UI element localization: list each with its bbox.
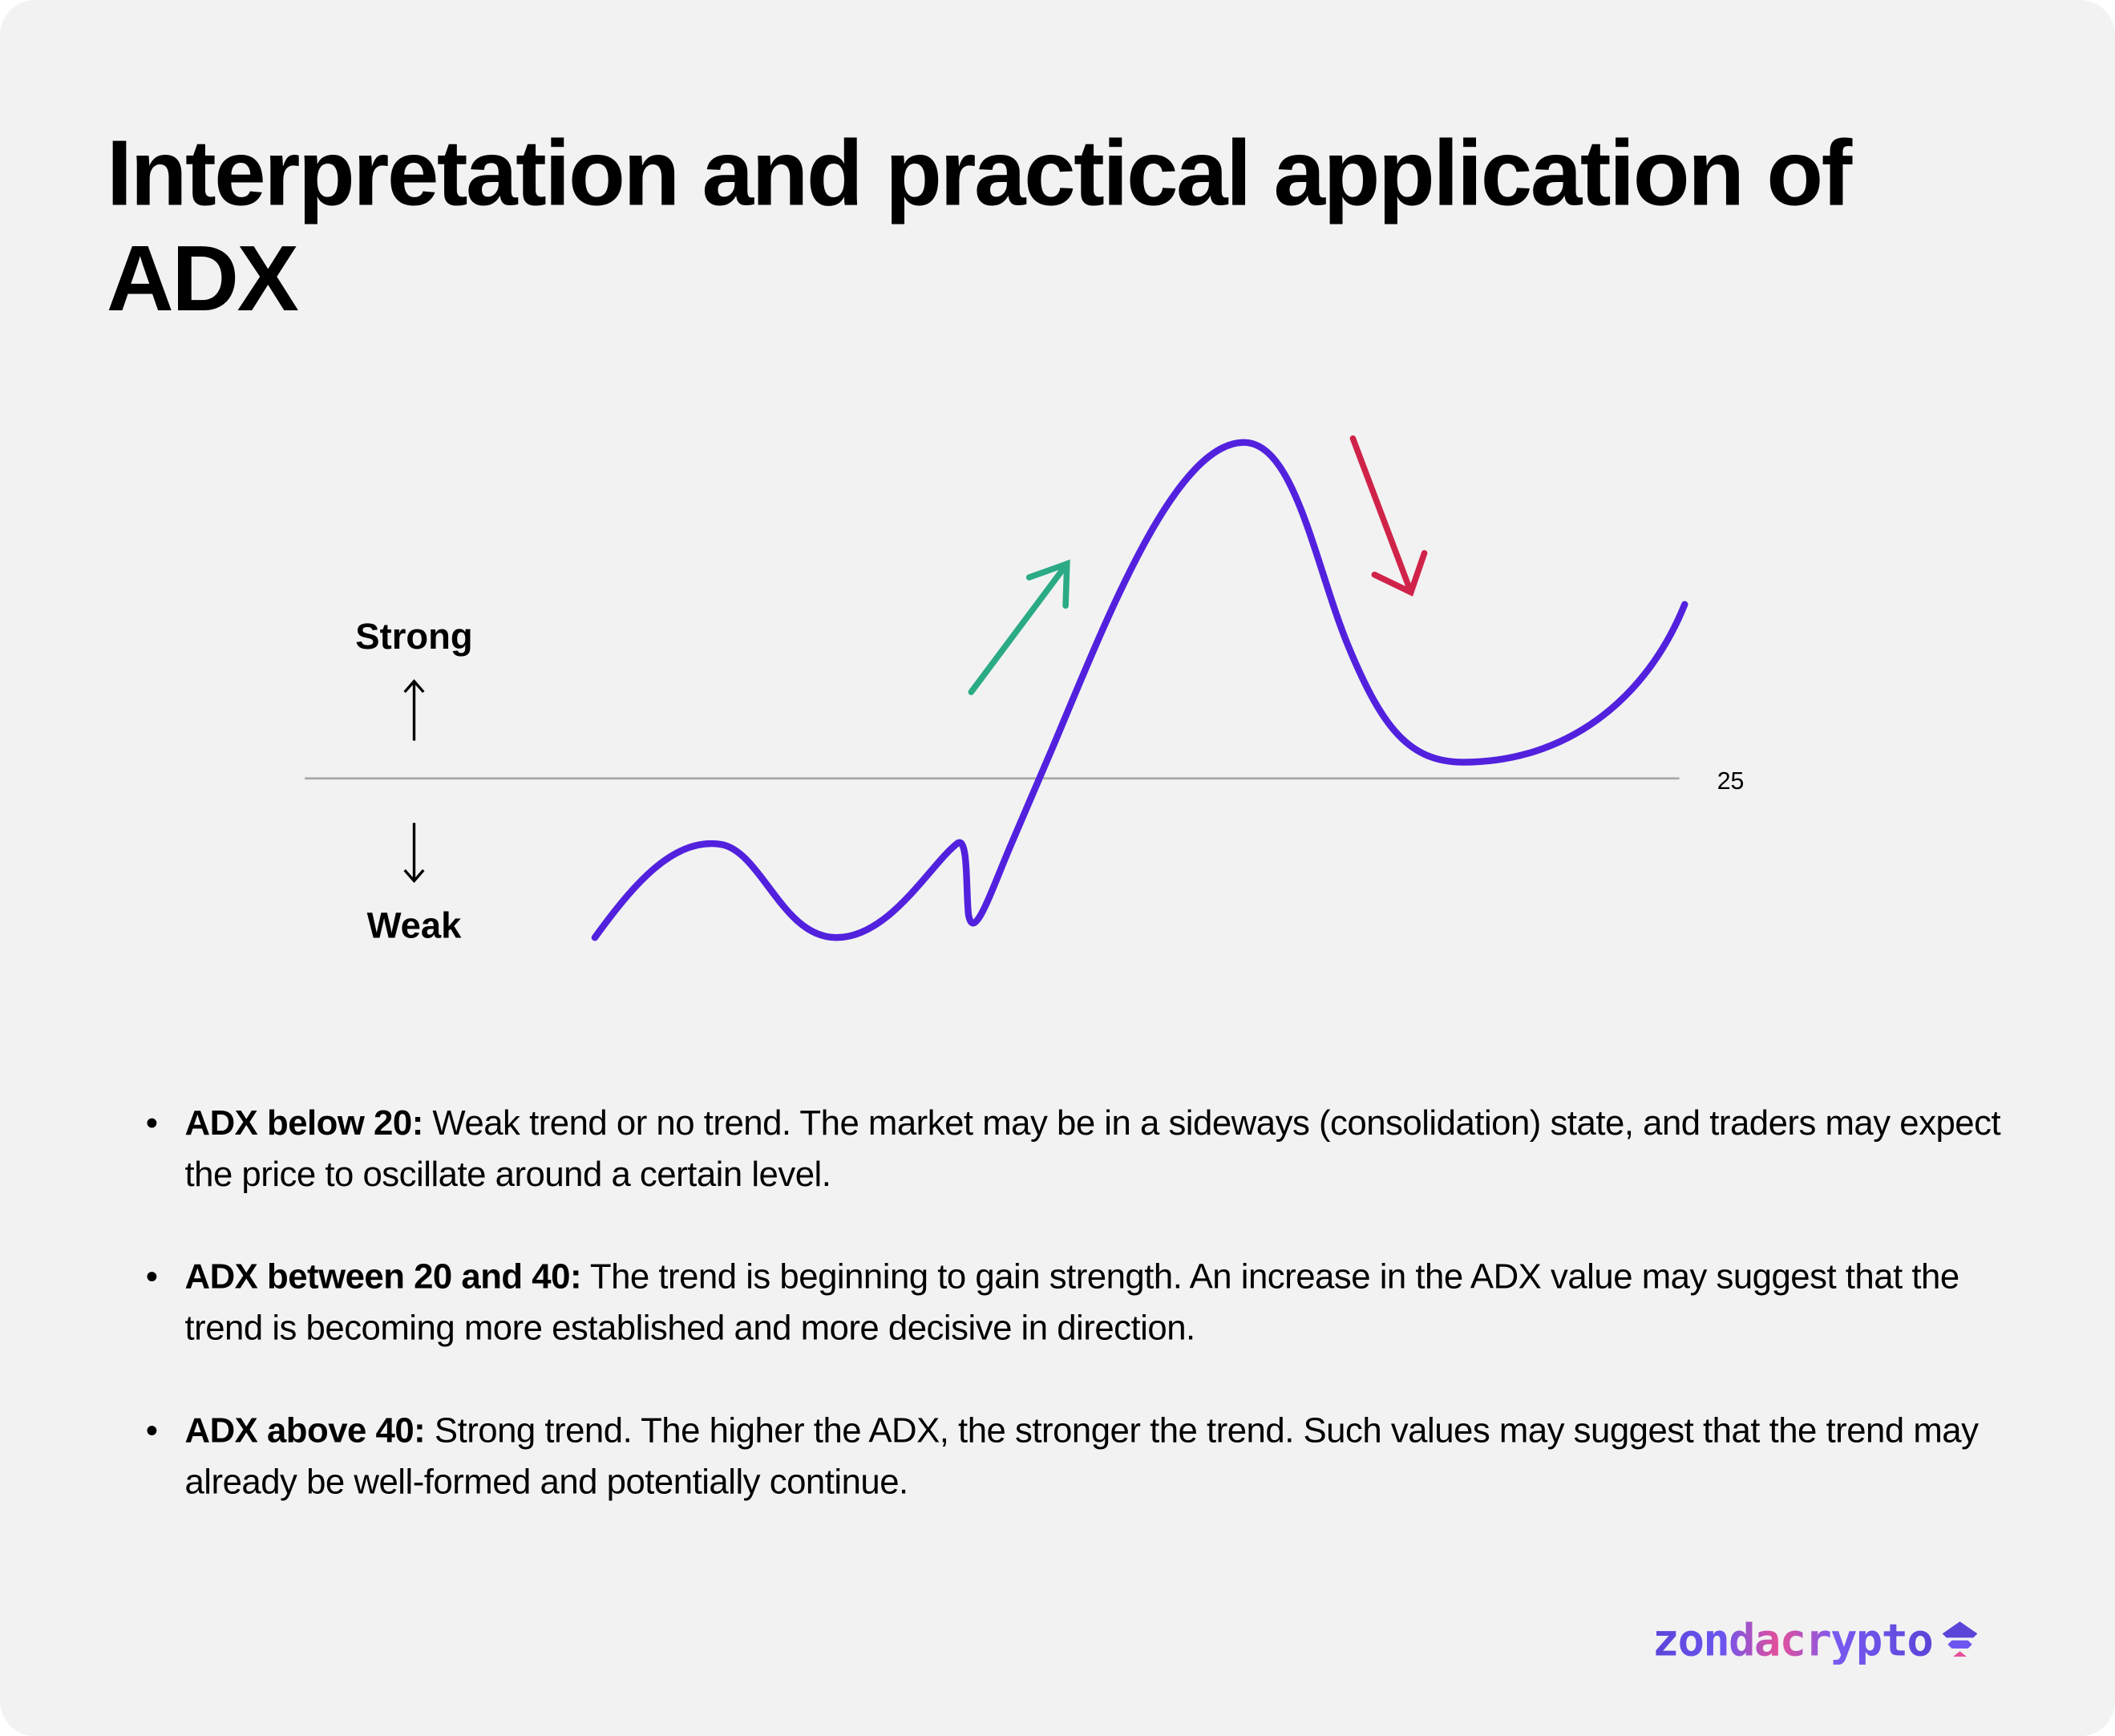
- weak-label: Weak: [366, 904, 462, 946]
- bullet-item: ADX between 20 and 40: The trend is begi…: [146, 1251, 2034, 1354]
- strong-label: Strong: [355, 616, 473, 658]
- zondacrypto-logo-icon: [1941, 1621, 1977, 1657]
- bullet-text: Weak trend or no trend. The market may b…: [184, 1102, 2001, 1194]
- logo-wordmark: zondacrypto: [1652, 1613, 1934, 1666]
- bullet-list: ADX below 20: Weak trend or no trend. Th…: [146, 1097, 2034, 1558]
- brand-logo: zondacrypto: [1652, 1613, 1978, 1666]
- bullet-term: ADX above 40:: [184, 1410, 426, 1451]
- strong-up-arrow-icon: [403, 679, 425, 741]
- down-trend-arrow-icon: [1349, 435, 1428, 597]
- up-trend-arrow-icon: [968, 559, 1070, 695]
- weak-down-arrow-icon: [403, 823, 425, 884]
- bullet-text: The trend is beginning to gain strength.…: [184, 1256, 1959, 1348]
- bullet-term: ADX between 20 and 40:: [184, 1256, 582, 1297]
- bullet-item: ADX above 40: Strong trend. The higher t…: [146, 1404, 2034, 1507]
- bullet-item: ADX below 20: Weak trend or no trend. Th…: [146, 1097, 2034, 1200]
- bullet-term: ADX below 20:: [184, 1102, 423, 1143]
- adx-curve: [591, 439, 1688, 941]
- threshold-value-label: 25: [1717, 767, 1745, 795]
- page-title: Interpretation and practical application…: [106, 121, 1852, 331]
- bullet-text: Strong trend. The higher the ADX, the st…: [184, 1410, 1979, 1502]
